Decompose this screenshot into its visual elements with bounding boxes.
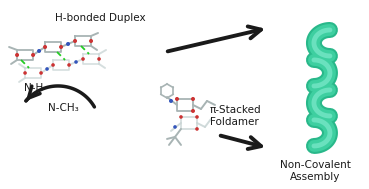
Circle shape [39,71,43,75]
Text: H-bonded Duplex: H-bonded Duplex [55,13,146,23]
Circle shape [15,53,19,57]
Circle shape [23,71,27,75]
Circle shape [169,99,173,103]
Circle shape [173,125,177,129]
Circle shape [191,109,195,113]
Circle shape [191,97,195,101]
Circle shape [81,57,85,61]
Circle shape [45,67,49,71]
Text: N-CH₃: N-CH₃ [48,103,79,113]
Text: N-H: N-H [24,83,43,93]
Circle shape [195,127,199,131]
Circle shape [74,60,78,64]
Circle shape [43,45,47,49]
Circle shape [66,42,70,46]
Circle shape [97,57,101,61]
Circle shape [31,53,35,57]
Text: Non-Covalent
Assembly: Non-Covalent Assembly [279,160,351,182]
Circle shape [195,115,199,119]
Circle shape [59,45,63,49]
Circle shape [89,39,93,43]
Circle shape [73,39,77,43]
Circle shape [37,49,41,53]
Circle shape [175,97,179,101]
Circle shape [179,115,183,119]
Text: π-Stacked
Foldamer: π-Stacked Foldamer [210,105,262,127]
Circle shape [51,63,55,67]
Circle shape [67,63,71,67]
